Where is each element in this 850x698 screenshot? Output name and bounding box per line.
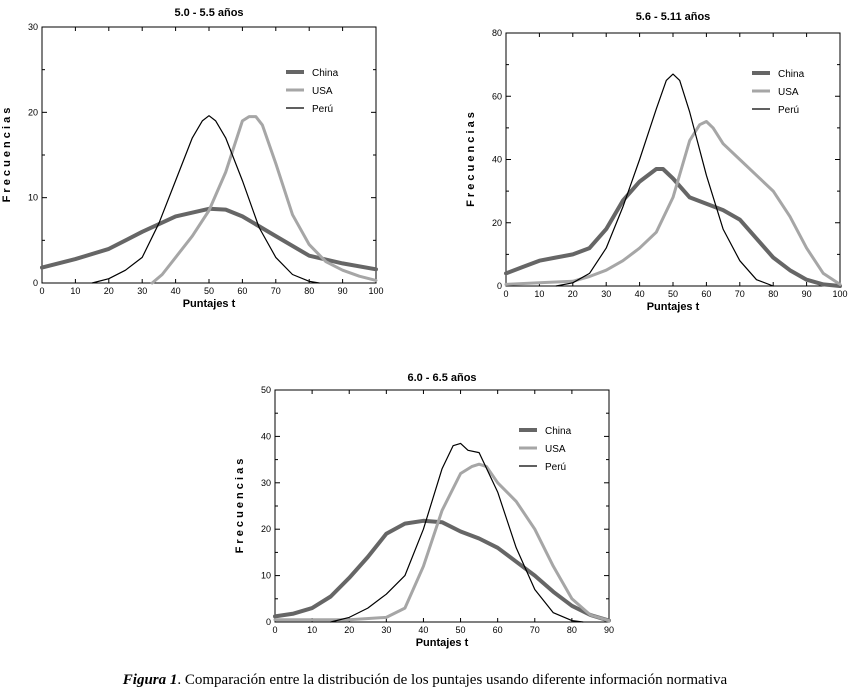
y-tick-label: 0 [497, 281, 502, 291]
x-axis-label: Puntajes t [183, 298, 236, 310]
x-tick-label: 90 [604, 625, 614, 635]
x-tick-label: 50 [668, 289, 678, 299]
y-tick-label: 0 [33, 278, 38, 288]
legend-label: Perú [312, 104, 333, 115]
y-tick-label: 30 [28, 22, 38, 32]
legend-label: USA [312, 86, 333, 97]
x-tick-label: 90 [802, 289, 812, 299]
legend-label: Perú [545, 462, 566, 473]
legend-label: China [778, 69, 805, 80]
y-tick-label: 10 [28, 193, 38, 203]
x-tick-label: 100 [832, 289, 847, 299]
x-tick-label: 30 [381, 625, 391, 635]
x-tick-label: 0 [503, 289, 508, 299]
chart-title: 5.6 - 5.11 años [636, 11, 711, 23]
x-tick-label: 70 [735, 289, 745, 299]
y-tick-label: 20 [492, 218, 502, 228]
legend-label: USA [545, 444, 566, 455]
series-line-usa [273, 462, 611, 623]
legend-label: USA [778, 87, 799, 98]
chart-panel-1: 5.0 - 5.5 años 0 10 20 30 40 50 60 70 80 90 100 0 10 2… [1, 7, 384, 310]
chart-panel-3: 6.0 - 6.5 años 0 10 20 30 40 50 60 70 80 90 0 10 20 30… [234, 372, 614, 649]
series-line-peru [91, 115, 320, 284]
x-tick-label: 60 [493, 625, 503, 635]
y-tick-label: 40 [261, 431, 271, 441]
y-axis-label: F r e c u e n c i a s [234, 459, 246, 554]
x-tick-label: 10 [307, 625, 317, 635]
chart-title: 6.0 - 6.5 años [407, 372, 476, 384]
legend-label: China [545, 426, 572, 437]
x-tick-label: 50 [204, 286, 214, 296]
x-tick-label: 80 [304, 286, 314, 296]
figure-caption: Figura 1. Comparación entre la distribuc… [0, 672, 850, 689]
series-line-china [40, 206, 378, 272]
x-tick-label: 40 [418, 625, 428, 635]
x-tick-label: 10 [534, 289, 544, 299]
y-tick-label: 20 [261, 524, 271, 534]
plot-frame [41, 26, 377, 284]
figure-caption-text: . Comparación entre la distribución de l… [177, 672, 728, 688]
x-tick-label: 90 [338, 286, 348, 296]
y-axis-label: F r e c u e n c i a s [1, 108, 13, 203]
plot-frame [274, 389, 610, 623]
x-tick-label: 30 [137, 286, 147, 296]
legend: China USA Perú [286, 68, 339, 115]
x-tick-label: 50 [456, 625, 466, 635]
y-tick-label: 20 [28, 107, 38, 117]
x-tick-label: 0 [39, 286, 44, 296]
x-tick-label: 40 [635, 289, 645, 299]
x-tick-label: 20 [104, 286, 114, 296]
x-tick-label: 20 [344, 625, 354, 635]
series-line-china [504, 167, 842, 288]
x-tick-label: 10 [70, 286, 80, 296]
legend: China USA Perú [519, 426, 572, 473]
y-tick-label: 60 [492, 91, 502, 101]
y-tick-label: 30 [261, 478, 271, 488]
legend-label: Perú [778, 105, 799, 116]
x-tick-label: 80 [768, 289, 778, 299]
x-tick-label: 20 [568, 289, 578, 299]
x-tick-label: 70 [530, 625, 540, 635]
y-tick-label: 10 [261, 571, 271, 581]
series-line-usa [504, 120, 842, 286]
x-tick-label: 60 [701, 289, 711, 299]
x-tick-label: 30 [601, 289, 611, 299]
y-tick-label: 0 [266, 617, 271, 627]
x-tick-label: 100 [368, 286, 383, 296]
x-tick-label: 60 [237, 286, 247, 296]
x-tick-label: 70 [271, 286, 281, 296]
series-line-usa [150, 115, 378, 285]
series-line-peru [330, 442, 584, 623]
y-axis-label: F r e c u e n c i a s [465, 112, 477, 207]
y-tick-label: 50 [261, 385, 271, 395]
x-tick-label: 0 [272, 625, 277, 635]
legend: China USA Perú [752, 69, 805, 116]
y-tick-label: 80 [492, 28, 502, 38]
chart-panel-2: 5.6 - 5.11 años 0 10 20 30 40 50 60 70 80 90 100 0 20… [465, 11, 848, 313]
x-tick-label: 80 [567, 625, 577, 635]
series-line-china [273, 518, 611, 623]
legend-label: China [312, 68, 339, 79]
figure-number: Figura 1 [122, 672, 178, 688]
x-tick-label: 40 [171, 286, 181, 296]
x-axis-label: Puntajes t [416, 637, 469, 649]
series-line-peru [555, 73, 774, 287]
chart-title: 5.0 - 5.5 años [174, 7, 243, 19]
y-tick-label: 40 [492, 155, 502, 165]
x-axis-label: Puntajes t [647, 301, 700, 313]
